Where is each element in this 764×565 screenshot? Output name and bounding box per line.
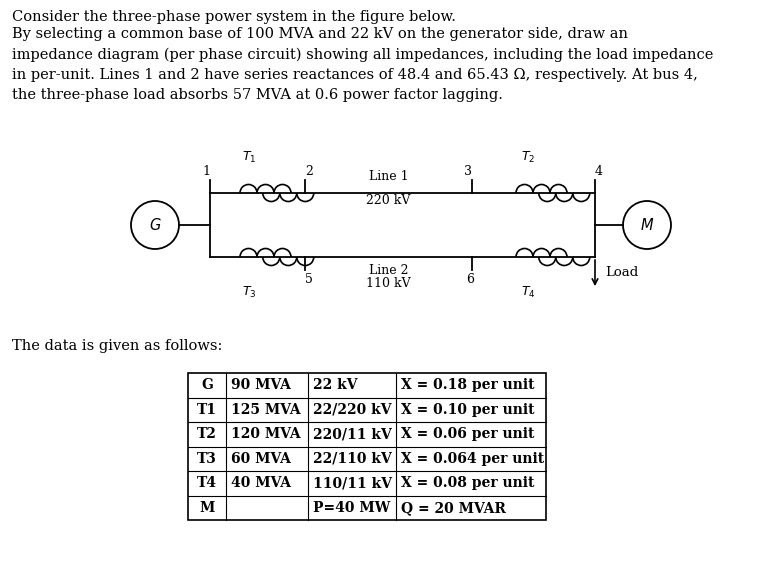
Text: Q = 20 MVAR: Q = 20 MVAR xyxy=(401,501,506,515)
Text: 40 MVA: 40 MVA xyxy=(231,476,291,490)
Text: Line 1: Line 1 xyxy=(369,170,408,183)
Text: $M$: $M$ xyxy=(640,217,654,233)
Text: 110 kV: 110 kV xyxy=(366,277,411,290)
Text: Consider the three-phase power system in the figure below.: Consider the three-phase power system in… xyxy=(12,10,456,24)
Text: 22/110 kV: 22/110 kV xyxy=(313,452,392,466)
Text: 120 MVA: 120 MVA xyxy=(231,427,300,441)
Text: $T_3$: $T_3$ xyxy=(241,285,256,300)
Text: T1: T1 xyxy=(197,403,217,417)
Text: 110/11 kV: 110/11 kV xyxy=(313,476,392,490)
Text: X = 0.18 per unit: X = 0.18 per unit xyxy=(401,378,535,392)
Bar xyxy=(188,373,546,520)
Text: By selecting a common base of 100 MVA and 22 kV on the generator side, draw an
i: By selecting a common base of 100 MVA an… xyxy=(12,27,714,102)
Text: 6: 6 xyxy=(466,273,474,286)
Text: M: M xyxy=(199,501,215,515)
Text: Line 2: Line 2 xyxy=(369,264,408,277)
Text: 1: 1 xyxy=(202,165,210,178)
Text: $G$: $G$ xyxy=(149,217,161,233)
Text: 22 kV: 22 kV xyxy=(313,378,358,392)
Text: 5: 5 xyxy=(305,273,313,286)
Text: 220 kV: 220 kV xyxy=(366,194,411,207)
Text: 220/11 kV: 220/11 kV xyxy=(313,427,392,441)
Text: X = 0.06 per unit: X = 0.06 per unit xyxy=(401,427,534,441)
Text: X = 0.10 per unit: X = 0.10 per unit xyxy=(401,403,535,417)
Text: $T_1$: $T_1$ xyxy=(242,150,256,165)
Text: $T_2$: $T_2$ xyxy=(521,150,535,165)
Text: T2: T2 xyxy=(197,427,217,441)
Text: 90 MVA: 90 MVA xyxy=(231,378,291,392)
Text: T4: T4 xyxy=(197,476,217,490)
Text: 2: 2 xyxy=(305,165,313,178)
Text: X = 0.064 per unit: X = 0.064 per unit xyxy=(401,452,544,466)
Text: P=40 MW: P=40 MW xyxy=(313,501,390,515)
Text: 125 MVA: 125 MVA xyxy=(231,403,300,417)
Text: 4: 4 xyxy=(595,165,603,178)
Text: 60 MVA: 60 MVA xyxy=(231,452,291,466)
Text: The data is given as follows:: The data is given as follows: xyxy=(12,339,222,353)
Text: Load: Load xyxy=(605,267,638,280)
Text: $T_4$: $T_4$ xyxy=(521,285,536,300)
Text: 22/220 kV: 22/220 kV xyxy=(313,403,391,417)
Text: G: G xyxy=(201,378,213,392)
Text: X = 0.08 per unit: X = 0.08 per unit xyxy=(401,476,534,490)
Text: T3: T3 xyxy=(197,452,217,466)
Text: 3: 3 xyxy=(464,165,472,178)
